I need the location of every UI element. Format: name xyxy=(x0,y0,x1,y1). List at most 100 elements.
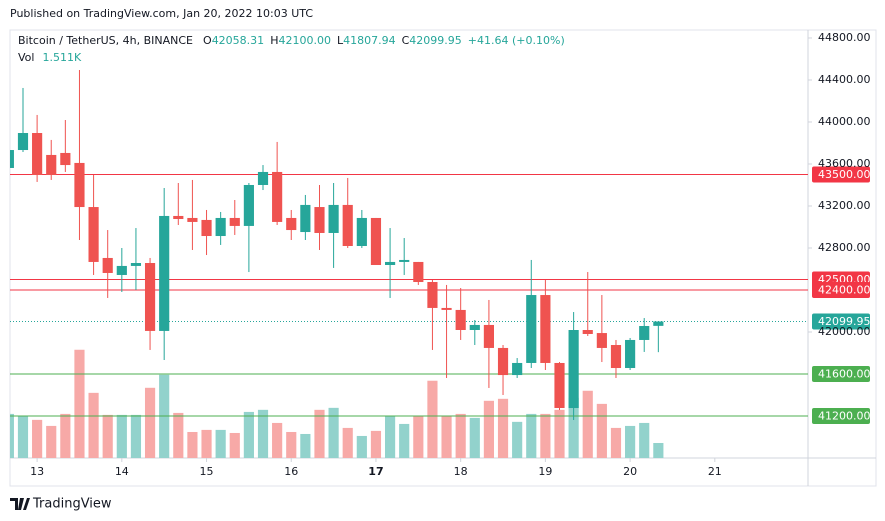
volume-bar xyxy=(399,423,410,458)
volume-bar xyxy=(554,409,565,458)
level-label: 41600.00 xyxy=(818,367,871,380)
candle-body xyxy=(441,307,452,310)
candle-body xyxy=(653,321,664,326)
x-tick-label: 17 xyxy=(368,465,383,478)
volume-bar xyxy=(257,409,269,458)
candle-body xyxy=(625,339,636,369)
candle-body xyxy=(60,152,71,166)
levels-layer: 43500.0042500.0042400.0041600.0041200.00… xyxy=(10,166,871,424)
volume-value: 1.511K xyxy=(42,51,81,64)
candle-body xyxy=(455,309,466,330)
level-label: 41200.00 xyxy=(818,409,871,422)
volume-bar xyxy=(300,433,311,458)
x-tick-label: 16 xyxy=(284,465,298,478)
volume-bar xyxy=(173,412,184,458)
candle-body xyxy=(88,207,99,262)
published-note: Published on TradingView.com, Jan 20, 20… xyxy=(10,7,313,20)
candle-body xyxy=(272,171,283,222)
y-tick-label: 43600.00 xyxy=(818,157,871,170)
candle-body xyxy=(497,347,509,376)
volume-bar xyxy=(187,431,198,458)
legend-symbol: Bitcoin / TetherUS, 4h, BINANCE xyxy=(18,34,193,47)
volume-bar xyxy=(610,427,622,458)
volume-bar xyxy=(314,409,325,458)
volume-bar xyxy=(596,403,607,458)
candle-body xyxy=(159,215,170,331)
volume-bar xyxy=(469,417,480,458)
candle-body xyxy=(173,215,184,220)
level-box xyxy=(812,407,870,424)
candle-body xyxy=(32,133,43,176)
volume-bar xyxy=(441,415,452,458)
candle-body xyxy=(469,324,480,330)
candle-body xyxy=(229,217,240,226)
candle-body xyxy=(540,295,551,363)
legend-value: 42100.00 xyxy=(278,34,331,47)
candle-body xyxy=(596,333,607,348)
chart-frame xyxy=(9,29,877,487)
candle-body xyxy=(427,282,438,308)
candle-body xyxy=(356,217,367,246)
candle-body xyxy=(399,259,410,262)
candle-body xyxy=(46,154,57,176)
volume-bar xyxy=(10,413,14,458)
y-tick-label: 44400.00 xyxy=(818,73,871,86)
x-tick-label: 15 xyxy=(200,465,214,478)
volume-bar xyxy=(526,413,537,458)
legend-key: O xyxy=(203,34,212,47)
x-tick-label: 18 xyxy=(454,465,468,478)
volume-bar xyxy=(483,400,494,458)
candle-body xyxy=(187,217,198,222)
volume-bar xyxy=(116,414,127,458)
volume-bar xyxy=(46,425,57,458)
candle-body xyxy=(483,324,494,348)
volume-bar xyxy=(144,387,156,458)
volume-bar xyxy=(272,422,283,458)
candle-body xyxy=(526,295,537,363)
candle-body xyxy=(554,362,565,409)
legend-key: C xyxy=(402,34,410,47)
candle-body xyxy=(102,257,113,273)
volume-bar xyxy=(370,430,382,458)
volume-legend: Vol 1.511K xyxy=(18,51,82,64)
candle-body xyxy=(17,133,29,151)
x-tick-label: 19 xyxy=(538,465,552,478)
candle-body xyxy=(370,217,382,266)
candle-body xyxy=(328,204,339,233)
legend-change: +41.64 (+0.10%) xyxy=(468,34,565,47)
volume-bar xyxy=(243,411,254,458)
volume-bar xyxy=(102,414,113,458)
current-price-label: 42099.95 xyxy=(818,315,871,328)
legend-key: L xyxy=(337,34,344,47)
level-label: 42400.00 xyxy=(818,283,871,296)
volume-bar xyxy=(201,429,212,458)
volume-bar xyxy=(427,380,438,458)
candle-body xyxy=(144,263,156,331)
x-tick-label: 14 xyxy=(115,465,129,478)
y-tick-label: 42800.00 xyxy=(818,241,871,254)
volume-bar xyxy=(17,415,29,458)
legend-key: H xyxy=(270,34,278,47)
axes-layer: 44800.00 44400.00 44000.00 43600.00 43200.00… xyxy=(30,31,870,478)
legend-line: Bitcoin / TetherUS, 4h, BINANCE O42058.31… xyxy=(18,34,565,47)
candle-body xyxy=(512,362,523,376)
volume-bar xyxy=(653,442,664,458)
volume-bar xyxy=(540,413,551,458)
candle-body xyxy=(314,207,325,233)
legend-value: 41807.94 xyxy=(343,34,396,47)
candle-body xyxy=(342,204,353,246)
candle-body xyxy=(639,326,650,340)
volume-bar xyxy=(497,398,509,458)
candle-body xyxy=(384,261,396,266)
current-price-box xyxy=(812,313,870,330)
candle-body xyxy=(215,217,226,237)
brand-logo xyxy=(10,498,30,510)
legend-value: 42099.95 xyxy=(409,34,462,47)
y-tick-label: 44800.00 xyxy=(818,31,871,44)
volume-bar xyxy=(384,415,396,458)
y-tick-label: 42000.00 xyxy=(818,325,871,338)
volume-bar xyxy=(342,427,353,458)
volume-bar xyxy=(74,349,85,458)
volume-bar xyxy=(639,422,650,458)
volume-bar xyxy=(455,413,466,458)
